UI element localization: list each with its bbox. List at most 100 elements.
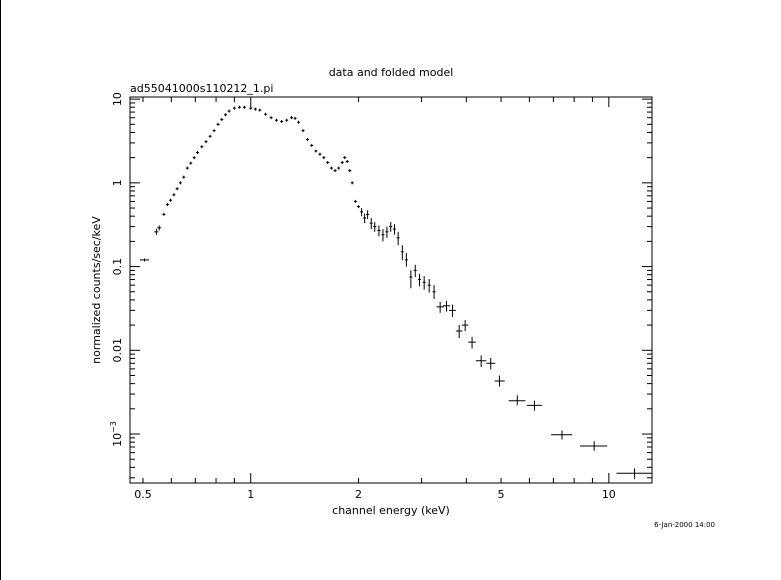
chart-subtitle: ad55041000s110212_1.pi (130, 82, 273, 95)
data-point (326, 160, 330, 164)
data-point (348, 169, 352, 173)
data-point (404, 253, 408, 267)
data-point (427, 279, 431, 293)
y-axis-label: normalized counts/sec/keV (90, 216, 103, 364)
data-point (274, 118, 278, 122)
data-point (377, 225, 381, 237)
data-point (449, 304, 456, 317)
x-tick-label: 2 (355, 488, 362, 501)
data-point (237, 105, 241, 109)
data-point (360, 208, 364, 217)
timestamp: 6-Jan-2000 14:00 (654, 521, 715, 529)
data-point (461, 320, 469, 331)
axis-ticks (130, 97, 652, 483)
y-tick-label: 1 (111, 179, 124, 186)
data-point (413, 264, 417, 278)
y-tick-label: 0.01 (111, 338, 124, 363)
y-tick-label: 10 (111, 92, 124, 106)
data-point (310, 143, 314, 147)
x-tick-labels: 0.5 1 2 5 10 (134, 488, 616, 501)
data-point (442, 300, 450, 312)
data-point (253, 107, 257, 111)
data-point (200, 145, 204, 149)
data-point (409, 270, 413, 289)
data-point (154, 229, 159, 235)
data-point (162, 212, 166, 216)
data-point (616, 468, 652, 480)
y-tick-label-exponent: −3 (109, 421, 118, 433)
data-point (227, 109, 231, 113)
data-point (486, 357, 496, 370)
data-point (494, 375, 505, 387)
data-point (392, 224, 396, 235)
x-tick-label: 5 (498, 488, 505, 501)
chart-title: data and folded model (329, 66, 454, 79)
data-point (157, 225, 162, 231)
data-point (165, 203, 169, 207)
data-point (314, 149, 318, 153)
data-point (381, 229, 385, 242)
data-point (337, 166, 341, 170)
data-point (551, 430, 573, 440)
data-point (350, 181, 354, 185)
data-point (333, 169, 337, 173)
data-point (285, 118, 289, 122)
data-point (353, 199, 357, 203)
data-point (297, 120, 301, 124)
data-point (345, 159, 349, 163)
data-point (318, 152, 322, 156)
data-point (185, 166, 189, 170)
data-point (182, 175, 186, 179)
data-point (508, 395, 526, 406)
data-point (322, 156, 326, 160)
data-point (305, 137, 309, 141)
data-point (178, 181, 182, 185)
data-point (369, 218, 373, 230)
data-point (329, 166, 333, 170)
data-point (195, 151, 199, 155)
y-tick-label: 0.1 (111, 258, 124, 276)
data-point (175, 187, 179, 191)
left-border-line (0, 0, 1, 580)
data-point (220, 118, 224, 122)
data-point (212, 129, 216, 133)
data-point (366, 210, 370, 219)
data-point (389, 222, 393, 232)
x-tick-label: 1 (247, 488, 254, 501)
data-point (208, 134, 212, 138)
data-point (172, 193, 176, 197)
data-point (363, 213, 367, 224)
data-point (526, 400, 542, 411)
data-point (357, 205, 361, 209)
plot-frame (129, 96, 653, 484)
data-point (373, 222, 377, 232)
y-tick-label: 10−3 (109, 421, 124, 447)
data-point (242, 105, 246, 109)
data-point (301, 129, 305, 133)
data-point (269, 116, 273, 120)
data-point (455, 325, 463, 339)
data-point (204, 140, 208, 144)
data-point (418, 273, 422, 287)
data-point (189, 161, 193, 165)
data-point (432, 285, 436, 299)
data-point (223, 113, 227, 117)
data-point (422, 276, 426, 290)
y-tick-label-base: 10 (111, 433, 124, 447)
data-point (468, 336, 476, 349)
data-point (340, 160, 344, 164)
data-point (400, 245, 404, 260)
data-point (258, 108, 262, 112)
data-point (396, 231, 400, 246)
data-point (280, 120, 284, 124)
data-point (436, 301, 444, 313)
data-point (169, 198, 173, 202)
data-point (343, 156, 347, 160)
data-point (290, 116, 294, 120)
data-points (139, 105, 652, 480)
data-point (293, 116, 297, 120)
data-point (232, 106, 236, 110)
x-tick-label: 10 (602, 488, 616, 501)
